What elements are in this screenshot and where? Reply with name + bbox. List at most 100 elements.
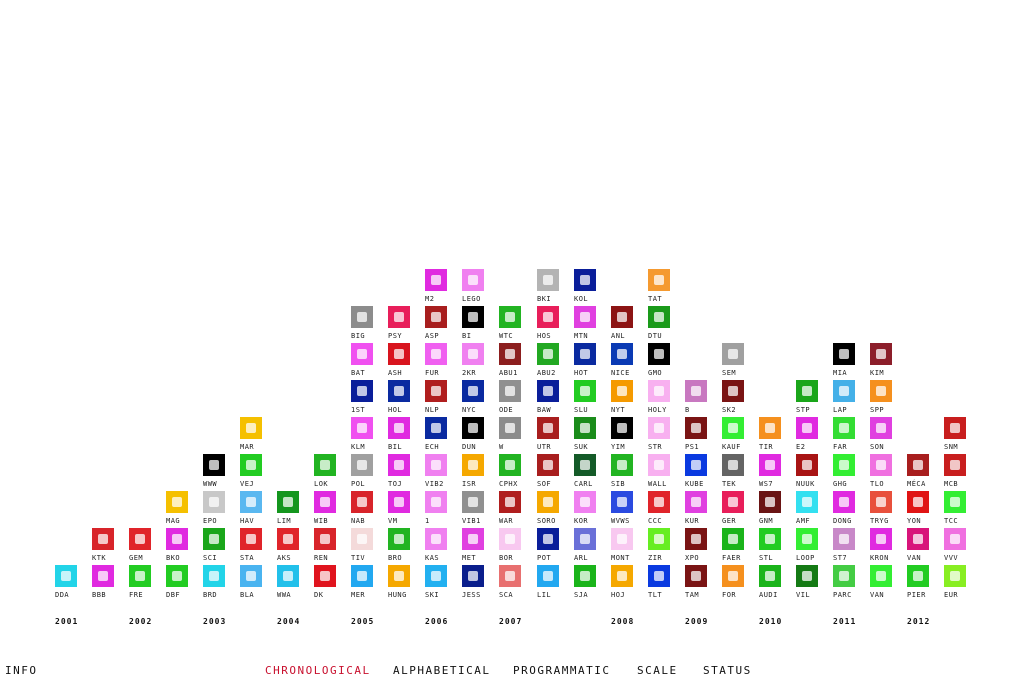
project-tile[interactable] <box>907 491 929 513</box>
nav-info[interactable]: INFO <box>5 664 38 677</box>
project-label[interactable]: DONG <box>833 517 852 525</box>
project-label[interactable]: YON <box>907 517 922 525</box>
project-label[interactable]: HOT <box>574 369 589 377</box>
project-label[interactable]: YIM <box>611 443 626 451</box>
project-tile[interactable] <box>611 417 633 439</box>
project-tile[interactable] <box>425 491 447 513</box>
project-label[interactable]: WALL <box>648 480 667 488</box>
project-label[interactable]: PARC <box>833 591 852 599</box>
project-tile[interactable] <box>944 565 966 587</box>
project-tile[interactable] <box>499 528 521 550</box>
project-label[interactable]: E2 <box>796 443 806 451</box>
project-label[interactable]: VM <box>388 517 398 525</box>
project-label[interactable]: XPO <box>685 554 700 562</box>
project-label[interactable]: MET <box>462 554 477 562</box>
project-tile[interactable] <box>574 380 596 402</box>
project-tile[interactable] <box>722 380 744 402</box>
project-label[interactable]: MAR <box>240 443 255 451</box>
project-label[interactable]: BKO <box>166 554 181 562</box>
project-tile[interactable] <box>574 306 596 328</box>
project-label[interactable]: REN <box>314 554 329 562</box>
project-label[interactable]: MTN <box>574 332 589 340</box>
project-label[interactable]: VIB2 <box>425 480 444 488</box>
project-tile[interactable] <box>314 454 336 476</box>
project-tile[interactable] <box>537 380 559 402</box>
project-label[interactable]: BIL <box>388 443 403 451</box>
project-tile[interactable] <box>240 528 262 550</box>
project-label[interactable]: SIB <box>611 480 626 488</box>
project-label[interactable]: WTC <box>499 332 514 340</box>
project-label[interactable]: FOR <box>722 591 737 599</box>
project-tile[interactable] <box>648 343 670 365</box>
project-tile[interactable] <box>166 528 188 550</box>
project-label[interactable]: NUUK <box>796 480 815 488</box>
project-label[interactable]: B <box>685 406 690 414</box>
project-tile[interactable] <box>833 417 855 439</box>
project-label[interactable]: GEM <box>129 554 144 562</box>
project-tile[interactable] <box>611 454 633 476</box>
project-label[interactable]: M2 <box>425 295 435 303</box>
project-label[interactable]: 2KR <box>462 369 477 377</box>
project-tile[interactable] <box>537 269 559 291</box>
project-label[interactable]: 1 <box>425 517 430 525</box>
project-label[interactable]: SORO <box>537 517 556 525</box>
project-tile[interactable] <box>944 491 966 513</box>
project-label[interactable]: LIM <box>277 517 292 525</box>
project-tile[interactable] <box>499 491 521 513</box>
project-tile[interactable] <box>462 491 484 513</box>
project-tile[interactable] <box>388 306 410 328</box>
project-tile[interactable] <box>870 565 892 587</box>
project-label[interactable]: ANL <box>611 332 626 340</box>
project-tile[interactable] <box>351 454 373 476</box>
project-label[interactable]: CARL <box>574 480 593 488</box>
project-tile[interactable] <box>611 343 633 365</box>
project-label[interactable]: ASH <box>388 369 403 377</box>
project-tile[interactable] <box>944 454 966 476</box>
project-tile[interactable] <box>944 528 966 550</box>
project-label[interactable]: SPP <box>870 406 885 414</box>
project-tile[interactable] <box>833 528 855 550</box>
project-tile[interactable] <box>537 491 559 513</box>
project-label[interactable]: NYT <box>611 406 626 414</box>
project-tile[interactable] <box>722 491 744 513</box>
project-label[interactable]: VEJ <box>240 480 255 488</box>
project-tile[interactable] <box>499 417 521 439</box>
project-tile[interactable] <box>462 306 484 328</box>
project-label[interactable]: SK2 <box>722 406 737 414</box>
project-tile[interactable] <box>499 343 521 365</box>
project-tile[interactable] <box>314 491 336 513</box>
project-tile[interactable] <box>648 565 670 587</box>
project-tile[interactable] <box>907 565 929 587</box>
project-label[interactable]: DDA <box>55 591 70 599</box>
project-tile[interactable] <box>129 528 151 550</box>
project-label[interactable]: BLA <box>240 591 255 599</box>
project-label[interactable]: LOK <box>314 480 329 488</box>
project-tile[interactable] <box>277 528 299 550</box>
project-label[interactable]: FAR <box>833 443 848 451</box>
project-tile[interactable] <box>870 380 892 402</box>
project-tile[interactable] <box>462 269 484 291</box>
project-label[interactable]: WVWS <box>611 517 630 525</box>
project-tile[interactable] <box>203 565 225 587</box>
project-label[interactable]: KOR <box>574 517 589 525</box>
project-tile[interactable] <box>388 491 410 513</box>
project-tile[interactable] <box>833 454 855 476</box>
project-label[interactable]: SKI <box>425 591 440 599</box>
project-tile[interactable] <box>240 417 262 439</box>
project-tile[interactable] <box>388 528 410 550</box>
project-tile[interactable] <box>722 417 744 439</box>
project-tile[interactable] <box>574 454 596 476</box>
nav-alphabetical[interactable]: ALPHABETICAL <box>393 664 491 677</box>
project-tile[interactable] <box>351 306 373 328</box>
project-tile[interactable] <box>611 491 633 513</box>
project-label[interactable]: BIG <box>351 332 366 340</box>
project-tile[interactable] <box>870 454 892 476</box>
project-label[interactable]: DUN <box>462 443 477 451</box>
project-tile[interactable] <box>351 343 373 365</box>
project-tile[interactable] <box>537 343 559 365</box>
project-label[interactable]: KAS <box>425 554 440 562</box>
project-label[interactable]: BAT <box>351 369 366 377</box>
project-tile[interactable] <box>833 380 855 402</box>
project-label[interactable]: BBB <box>92 591 107 599</box>
project-label[interactable]: LIL <box>537 591 552 599</box>
